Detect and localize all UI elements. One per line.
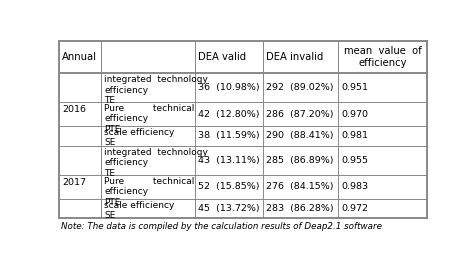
Text: 52  (15.85%): 52 (15.85%)	[198, 182, 260, 191]
Text: 0.981: 0.981	[341, 131, 368, 140]
Text: mean  value  of
efficiency: mean value of efficiency	[344, 46, 421, 68]
Text: 38  (11.59%): 38 (11.59%)	[198, 131, 260, 140]
Text: integrated  technology
efficiency
TE: integrated technology efficiency TE	[104, 75, 208, 105]
Text: Note: The data is compiled by the calculation results of Deap2.1 software: Note: The data is compiled by the calcul…	[61, 222, 382, 231]
Text: 2016: 2016	[62, 105, 86, 114]
Text: Pure          technical
efficiency
PTE: Pure technical efficiency PTE	[104, 104, 195, 134]
Text: Annual: Annual	[62, 52, 97, 62]
Text: 0.970: 0.970	[341, 109, 368, 118]
Text: scale efficiency
SE: scale efficiency SE	[104, 128, 175, 147]
Text: 283  (86.28%): 283 (86.28%)	[266, 204, 334, 213]
Text: 43  (13.11%): 43 (13.11%)	[198, 156, 260, 165]
Text: 0.983: 0.983	[341, 182, 368, 191]
Text: 0.972: 0.972	[341, 204, 368, 213]
Text: 42  (12.80%): 42 (12.80%)	[198, 109, 260, 118]
Text: 290  (88.41%): 290 (88.41%)	[266, 131, 334, 140]
Text: 0.951: 0.951	[341, 83, 368, 92]
Text: Pure          technical
efficiency
PTE: Pure technical efficiency PTE	[104, 177, 195, 207]
Text: 45  (13.72%): 45 (13.72%)	[198, 204, 260, 213]
Text: 2017: 2017	[62, 178, 86, 187]
Text: 286  (87.20%): 286 (87.20%)	[266, 109, 334, 118]
Text: DEA invalid: DEA invalid	[266, 52, 323, 62]
Text: integrated  technology
efficiency
TE: integrated technology efficiency TE	[104, 148, 208, 178]
Text: scale efficiency
SE: scale efficiency SE	[104, 201, 175, 220]
Text: 285  (86.89%): 285 (86.89%)	[266, 156, 334, 165]
Text: 276  (84.15%): 276 (84.15%)	[266, 182, 334, 191]
Text: 36  (10.98%): 36 (10.98%)	[198, 83, 260, 92]
Text: 292  (89.02%): 292 (89.02%)	[266, 83, 334, 92]
Text: 0.955: 0.955	[341, 156, 368, 165]
Text: DEA valid: DEA valid	[198, 52, 246, 62]
